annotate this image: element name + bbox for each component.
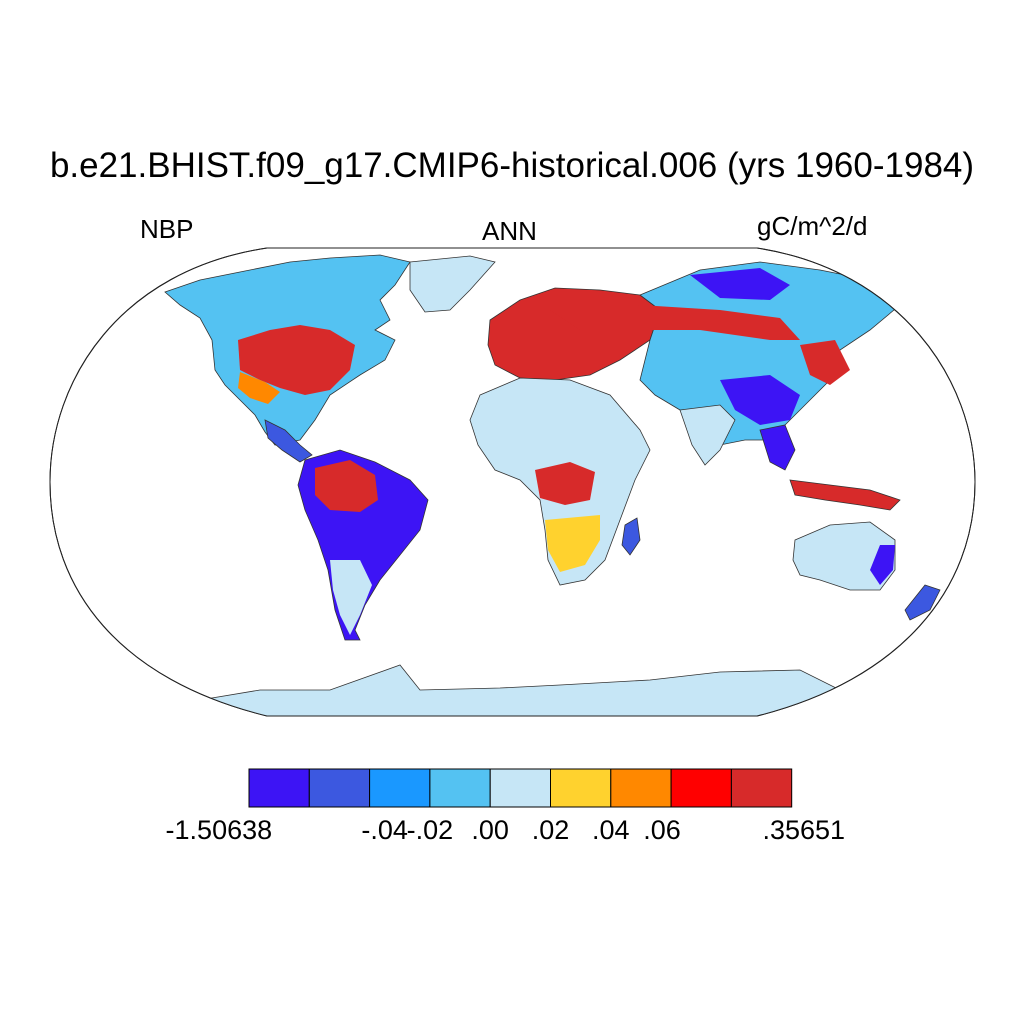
congo-nbp-positive xyxy=(535,462,595,505)
siberia-negative xyxy=(690,268,790,300)
colorbar-label: .35651 xyxy=(762,815,846,845)
southeast-asia xyxy=(759,424,796,471)
australia-east-negative xyxy=(870,545,895,585)
africa-south-band xyxy=(545,515,600,572)
colorbar-box xyxy=(248,768,310,808)
colorbar-label: .06 xyxy=(643,815,681,845)
colorbar-box xyxy=(730,768,793,808)
units-label: gC/m^2/d xyxy=(757,211,868,241)
greenland xyxy=(409,255,496,313)
east-asia-positive xyxy=(800,340,850,385)
colorbar-label: -.02 xyxy=(406,815,454,845)
colorbar-label: .04 xyxy=(592,815,630,845)
australia xyxy=(792,521,896,591)
colorbar-box xyxy=(489,768,552,808)
plot-title: b.e21.BHIST.f09_g17.CMIP6-historical.006… xyxy=(49,146,975,185)
colorbar-label: .02 xyxy=(531,815,570,845)
south-america-south xyxy=(330,560,372,635)
new-zealand xyxy=(904,584,941,621)
india xyxy=(679,404,736,466)
us-nbp-orange xyxy=(238,372,280,404)
colorbar-box xyxy=(308,768,371,808)
colorbar-box xyxy=(369,768,431,808)
colorbar-boxes xyxy=(248,768,793,808)
season-label: ANN xyxy=(482,216,537,246)
colorbar-label: .00 xyxy=(471,815,509,845)
colorbar-box xyxy=(429,768,491,808)
us-nbp-positive xyxy=(238,325,355,395)
colorbar-label: -.04 xyxy=(361,815,408,845)
china-negative xyxy=(720,375,800,425)
siberia-nbp-positive xyxy=(550,305,800,340)
central-america xyxy=(264,419,313,463)
amazon-nbp-positive xyxy=(315,460,378,512)
variable-label: NBP xyxy=(140,214,194,244)
indonesia xyxy=(789,479,901,511)
colorbar-label: -1.50638 xyxy=(165,815,273,845)
colorbar-box xyxy=(670,768,732,808)
colorbar-box xyxy=(550,768,612,808)
madagascar xyxy=(621,517,641,556)
colorbar-box xyxy=(610,768,672,808)
map-boundary-outline xyxy=(49,247,976,717)
